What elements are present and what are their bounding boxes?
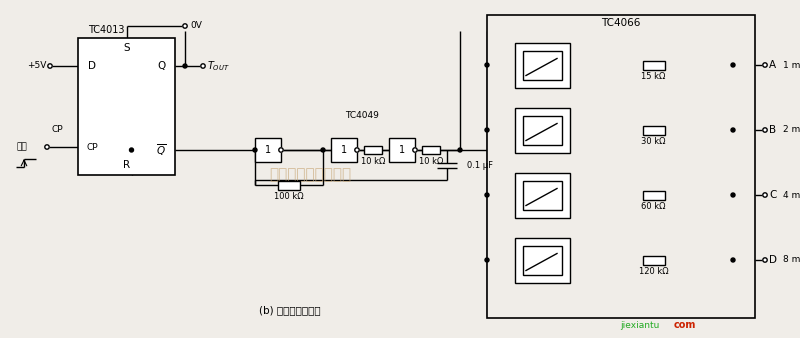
Text: 1: 1 [399,145,405,155]
Text: 触发: 触发 [17,143,27,151]
Bar [515,43,570,88]
Text: $\overline{Q}$: $\overline{Q}$ [156,142,166,158]
Circle shape [201,64,205,68]
Circle shape [485,128,489,132]
Circle shape [253,148,257,152]
Text: 60 kΩ: 60 kΩ [642,202,666,211]
Text: Q: Q [157,61,165,71]
Circle shape [763,258,767,262]
Circle shape [279,148,283,152]
Circle shape [485,193,489,197]
Bar [515,238,570,283]
Text: 10 kΩ: 10 kΩ [419,156,443,166]
Circle shape [731,63,735,67]
Text: 1: 1 [341,145,347,155]
Text: TC4013: TC4013 [88,25,125,35]
Bar [523,180,562,210]
Bar [523,50,562,79]
Circle shape [485,258,489,262]
Circle shape [763,193,767,197]
Text: 15 kΩ: 15 kΩ [642,72,666,81]
Circle shape [763,63,767,67]
Bar [642,61,665,70]
Text: C: C [769,190,776,200]
Bar [78,38,175,175]
Bar [642,125,665,135]
Text: +5V: +5V [26,62,46,71]
Text: D: D [88,61,96,71]
Circle shape [458,148,462,152]
Circle shape [485,63,489,67]
Bar [422,146,440,154]
Text: 120 kΩ: 120 kΩ [638,267,668,276]
Text: 2 ms: 2 ms [783,125,800,135]
Bar [523,245,562,274]
Text: TC4049: TC4049 [345,111,379,120]
Text: $T_{OUT}$: $T_{OUT}$ [207,59,230,73]
Text: 0V: 0V [190,22,202,30]
Text: D: D [769,255,777,265]
Text: 10 kΩ: 10 kΩ [361,156,385,166]
Text: 0.1 μF: 0.1 μF [467,162,493,170]
Bar [523,116,562,145]
Text: A: A [769,60,776,70]
Bar [515,172,570,217]
Bar [278,180,300,190]
Text: 1 ms: 1 ms [783,61,800,70]
Circle shape [731,193,735,197]
Bar [255,138,281,162]
Circle shape [321,148,325,152]
Circle shape [731,128,735,132]
Bar [487,15,755,318]
Circle shape [182,24,187,28]
Circle shape [45,145,50,149]
Text: 1: 1 [265,145,271,155]
Bar [389,138,415,162]
Text: (b) 可编程定时电路: (b) 可编程定时电路 [259,305,321,315]
Text: R: R [123,160,130,170]
Text: B: B [769,125,776,135]
Circle shape [355,148,359,152]
Bar [331,138,357,162]
Text: TC4066: TC4066 [602,18,641,28]
Bar [642,256,665,265]
Text: 100 kΩ: 100 kΩ [274,192,304,201]
Circle shape [413,148,418,152]
Text: 30 kΩ: 30 kΩ [642,137,666,146]
Text: CP: CP [86,143,98,151]
Text: 杭州维库电子市场网: 杭州维库电子市场网 [269,168,351,183]
Text: jiexiantu: jiexiantu [620,320,660,330]
Circle shape [763,128,767,132]
Text: 8 ms: 8 ms [783,256,800,265]
Bar [364,146,382,154]
Text: S: S [123,43,130,53]
Text: com: com [674,320,696,330]
Bar [642,191,665,199]
Text: CP: CP [51,124,63,134]
Text: 4 ms: 4 ms [783,191,800,199]
Circle shape [731,258,735,262]
Circle shape [130,148,134,152]
Circle shape [183,64,187,68]
Bar [515,107,570,152]
Circle shape [48,64,52,68]
